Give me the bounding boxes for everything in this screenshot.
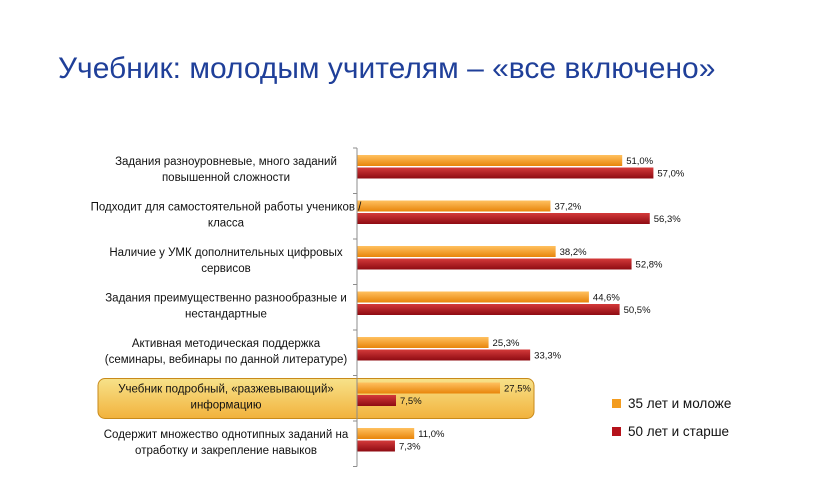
data-label: 44,6% (593, 293, 620, 304)
category-label: нестандартные (185, 308, 267, 320)
category-label: информацию (191, 399, 262, 411)
bar-50-and-older (357, 440, 395, 452)
bar-35-and-younger (357, 382, 500, 394)
legend-swatch-35-and-younger (612, 399, 621, 408)
data-label: 57,0% (657, 169, 684, 180)
category-label: (семинары, вебинары по данной литературе… (105, 354, 348, 366)
bar-50-and-older (357, 349, 531, 361)
category-label: сервисов (201, 263, 250, 275)
data-label: 56,3% (654, 214, 681, 225)
category-label: Содержит множество однотипных заданий на (104, 429, 349, 441)
data-label: 50,5% (624, 305, 651, 316)
data-label: 11,0% (418, 429, 445, 440)
category-label: Учебник подробный, «разжевывающий» (118, 383, 334, 395)
data-label: 33,3% (534, 351, 561, 362)
bar-35-and-younger (357, 246, 556, 257)
legend-label: 50 лет и старше (628, 424, 729, 439)
category-label: отработку и закрепление навыков (135, 445, 317, 457)
bar-50-and-older (357, 213, 650, 224)
category-label: Задания преимущественно разнообразные и (105, 292, 347, 304)
bar-35-and-younger (357, 155, 623, 166)
bar-35-and-younger (357, 291, 589, 303)
bar-50-and-older (357, 395, 396, 406)
data-label: 7,5% (400, 396, 422, 407)
data-label: 7,3% (399, 442, 421, 453)
bar-50-and-older (357, 167, 654, 179)
slide-title: Учебник: молодым учителям – «все включен… (58, 52, 716, 85)
bar-50-and-older (357, 304, 620, 315)
bar-35-and-younger (357, 428, 415, 439)
category-label: Активная методическая поддержка (132, 338, 321, 350)
data-label: 52,8% (636, 260, 663, 271)
legend-label: 35 лет и моложе (628, 396, 731, 411)
data-label: 37,2% (554, 202, 581, 213)
data-label: 25,3% (493, 338, 520, 349)
bar-35-and-younger (357, 200, 551, 212)
category-label: повышенной сложности (162, 172, 290, 184)
category-label: Подходит для самостоятельной работы учен… (91, 201, 363, 213)
data-label: 51,0% (626, 156, 653, 167)
data-label: 38,2% (560, 247, 587, 258)
bar-50-and-older (357, 258, 632, 270)
data-label: 27,5% (504, 384, 531, 395)
bar-35-and-younger (357, 337, 489, 348)
legend-swatch-50-and-older (612, 427, 621, 436)
category-label: класса (208, 217, 245, 229)
category-label: Наличие у УМК дополнительных цифровых (109, 247, 343, 259)
category-label: Задания разноуровневые, много заданий (115, 156, 337, 168)
